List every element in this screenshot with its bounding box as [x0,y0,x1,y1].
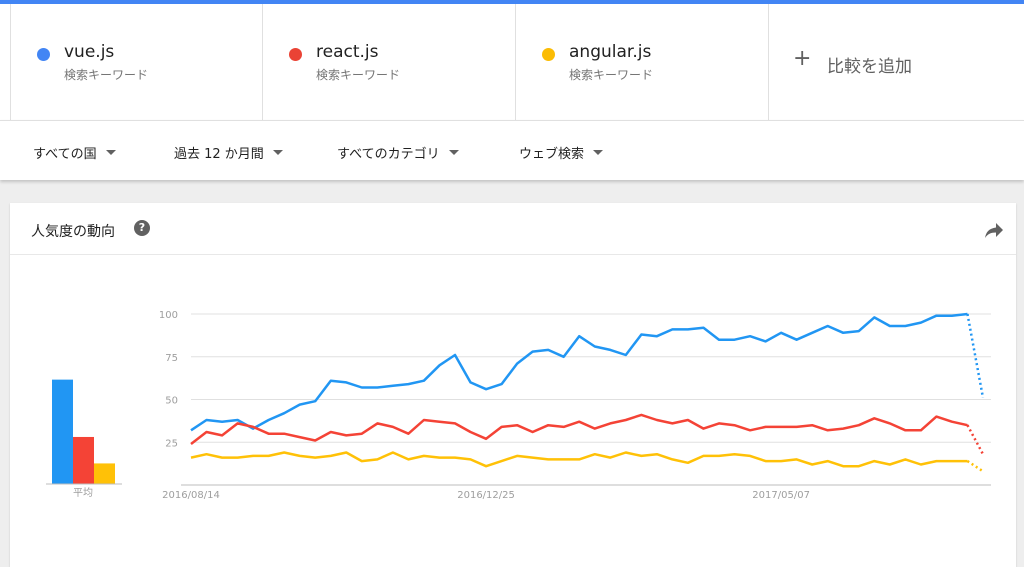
term-vue[interactable]: vue.js 検索キーワード [10,4,263,120]
x-tick-label: 2016/12/25 [457,490,515,501]
y-tick-label: 25 [165,438,178,449]
x-tick-label: 2017/05/07 [752,490,810,501]
card-header: 人気度の動向 ? [10,203,1016,255]
series-line-react-js [190,413,968,445]
dropdown-caret-icon [448,150,459,155]
series-color-dot [289,48,302,61]
term-type: 検索キーワード [316,68,401,82]
series-line-angular-js [190,451,968,468]
category-filter-label: すべてのカテゴリ [337,147,440,162]
term-react[interactable]: react.js 検索キーワード [263,4,516,120]
term-angular[interactable]: angular.js 検索キーワード [516,4,769,120]
average-bar-chart: 平均 [46,379,122,499]
search-type-filter-label: ウェブ検索 [519,147,585,162]
dropdown-caret-icon [105,150,116,155]
series-partial-segment [966,460,984,473]
top-accent-bar [0,0,1024,4]
add-comparison-label: 比較を追加 [827,57,912,77]
dropdown-caret-icon [593,150,604,155]
term-name[interactable]: vue.js [64,42,115,62]
share-icon[interactable] [984,221,1004,239]
series-color-dot [542,48,555,61]
region-filter-label: すべての国 [33,147,97,162]
average-bar-react-js [73,436,94,484]
y-tick-label: 75 [165,353,178,364]
average-label: 平均 [73,487,93,499]
plus-icon: + [793,46,812,71]
term-type: 検索キーワード [569,68,654,82]
term-name[interactable]: angular.js [569,42,652,62]
search-type-filter-dropdown[interactable]: ウェブ検索 [519,143,604,162]
x-tick-label: 2016/08/14 [162,490,220,501]
time-range-filter-label: 過去 12 か月間 [174,147,264,162]
help-icon[interactable]: ? [134,220,150,236]
filter-bar: すべての国 過去 12 か月間 すべてのカテゴリ ウェブ検索 [0,120,1024,180]
term-type: 検索キーワード [64,68,149,82]
dropdown-caret-icon [272,150,283,155]
series-line-vue-js [190,312,968,432]
card-title: 人気度の動向 [31,224,115,240]
average-bar-angular-js [94,463,115,484]
category-filter-dropdown[interactable]: すべてのカテゴリ [337,143,459,162]
region-filter-dropdown[interactable]: すべての国 [33,143,116,162]
time-range-filter-dropdown[interactable]: 過去 12 か月間 [174,143,283,162]
add-comparison-button[interactable]: + 比較を追加 [769,4,1024,120]
trend-line-chart: 100 75 50 25 2016/08/14 2016/12/25 2017/05/07 [159,310,991,501]
series-partial-segment [966,313,985,399]
y-tick-label: 100 [159,310,178,321]
series-partial-segment [966,424,985,455]
y-tick-label: 50 [165,396,178,407]
term-name[interactable]: react.js [316,42,379,62]
interest-over-time-card: 人気度の動向 ? 平均 100 75 50 25 2016/08/14 2016/12/… [10,203,1016,567]
series-color-dot [37,48,50,61]
average-bar-vue-js [52,379,73,484]
comparison-terms-bar: vue.js 検索キーワード react.js 検索キーワード angular.… [0,4,1024,120]
